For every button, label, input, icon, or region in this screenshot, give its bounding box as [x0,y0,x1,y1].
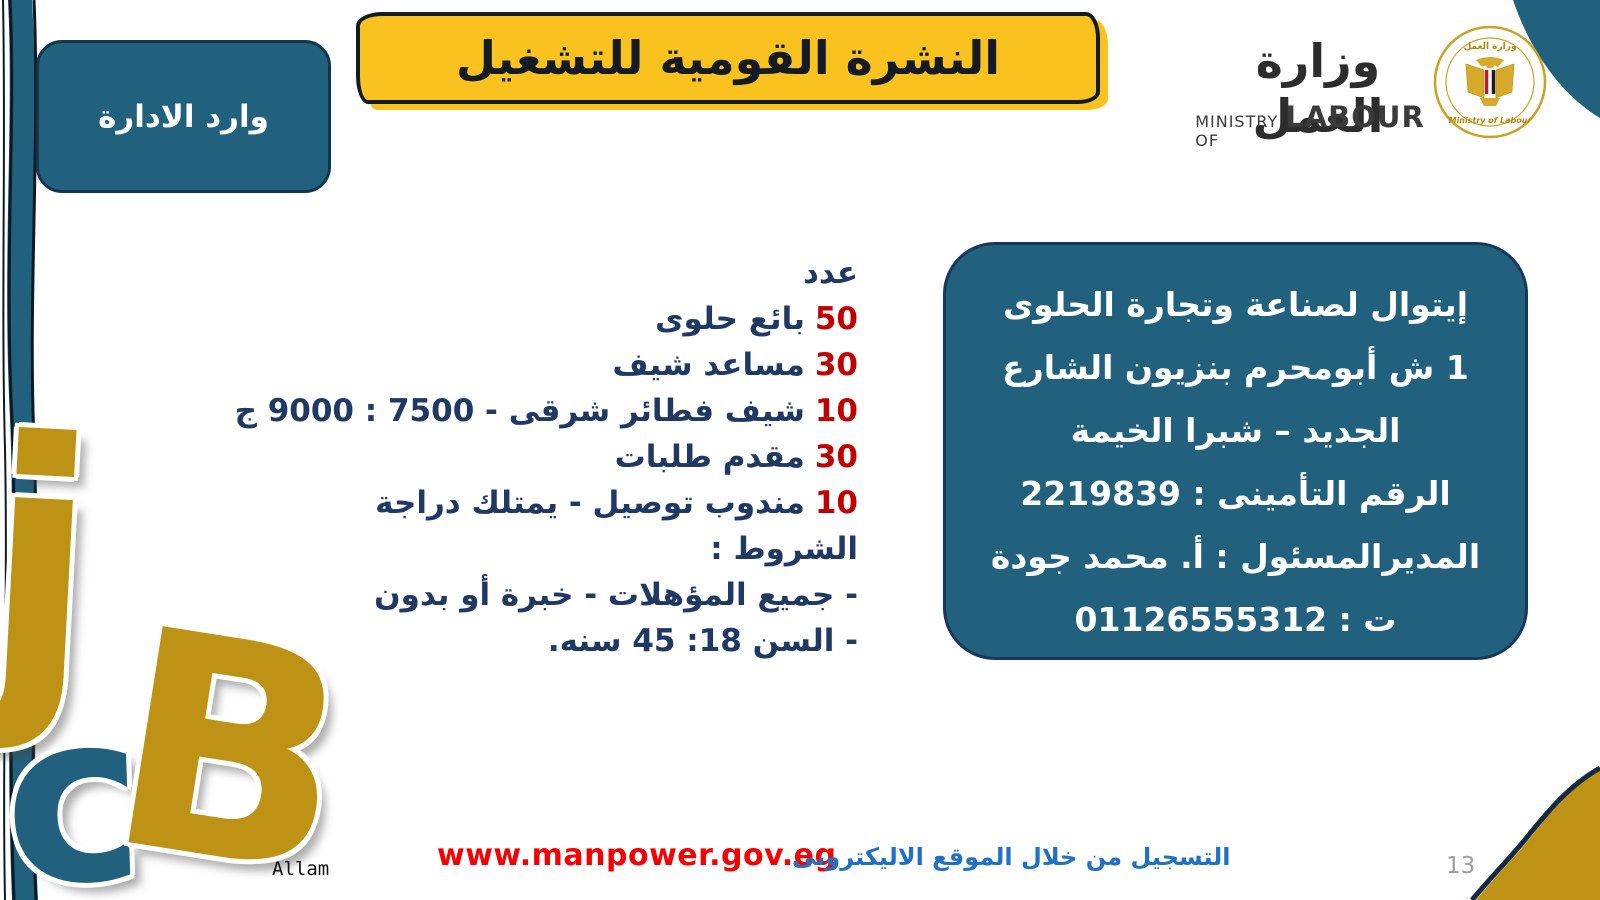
job-row: 50بائع حلوى [228,296,858,342]
job-title: مقدم طلبات [614,439,805,475]
incoming-department-badge: وارد الادارة [36,40,331,193]
bottom-right-gold-triangle [1476,770,1600,900]
ministry-emblem-logo: وزارة العمل Ministry of Labour [1433,25,1547,139]
conditions-header: الشروط : [710,531,858,567]
company-manager: المديرالمسئول : أ. محمد جودة [990,537,1481,576]
job-count: 50 [814,301,858,337]
job-count: 10 [814,393,858,429]
title-banner: النشرة القومية للتشغيل [356,12,1100,104]
job-count: 30 [814,347,858,383]
job-title: مساعد شيف [612,347,805,383]
job-count: 10 [814,485,858,521]
company-info-box: إيتوال لصناعة وتجارة الحلوى 1 ش أبومحرم … [943,242,1528,660]
emblem-top-text: وزارة العمل [1463,42,1516,52]
job-title: بائع حلوى [655,301,805,337]
company-insurance-number: الرقم التأمينى : 2219839 [1020,474,1451,513]
condition-line: - جميع المؤهلات - خبرة أو بدون [374,577,858,613]
job-row: 30مساعد شيف [228,342,858,388]
bottom-right-navy-line [1470,765,1600,900]
count-column-header: عدد [803,255,858,291]
job-title: شيف فطائر شرقى - 7500 : 9000 ج [234,393,805,429]
job-title: مندوب توصيل - يمتلك دراجة [375,485,805,521]
job-row: 30مقدم طلبات [228,434,858,480]
condition-line: - السن 18: 45 سنه. [547,623,858,659]
author-credit: Allam [272,858,330,880]
job-openings-list: عدد 50بائع حلوى 30مساعد شيف 10شيف فطائر … [228,250,858,664]
badge-label: وارد الادارة [98,98,269,135]
page-number: 13 [1446,853,1476,879]
page-title: النشرة القومية للتشغيل [456,31,1001,85]
manpower-website-link[interactable]: www.manpower.gov.eg [437,838,837,873]
job-count: 30 [814,439,858,475]
job-row: 10شيف فطائر شرقى - 7500 : 9000 ج [228,388,858,434]
company-phone: ت : 01126555312 [1074,600,1397,639]
company-name: إيتوال لصناعة وتجارة الحلوى [1002,285,1469,324]
company-address-line2: الجديد – شبرا الخيمة [1070,411,1401,450]
ministry-name-english: MINISTRY OF LABOUR [1195,100,1425,150]
decor-letter-b: B [90,563,371,900]
ministry-name-arabic: وزارة العمل [1252,34,1384,144]
emblem-bottom-text: Ministry of Labour [1449,116,1533,125]
registration-note: التسجيل من خلال الموقع الاليكترونى [792,843,1231,871]
ministry-of-text: MINISTRY OF [1195,112,1279,150]
labour-text: LABOUR [1285,100,1425,134]
company-address-line1: 1 ش أبومحرم بنزيون الشارع [1002,348,1469,387]
job-row: 10مندوب توصيل - يمتلك دراجة [228,480,858,526]
eagle-icon [1465,57,1515,106]
